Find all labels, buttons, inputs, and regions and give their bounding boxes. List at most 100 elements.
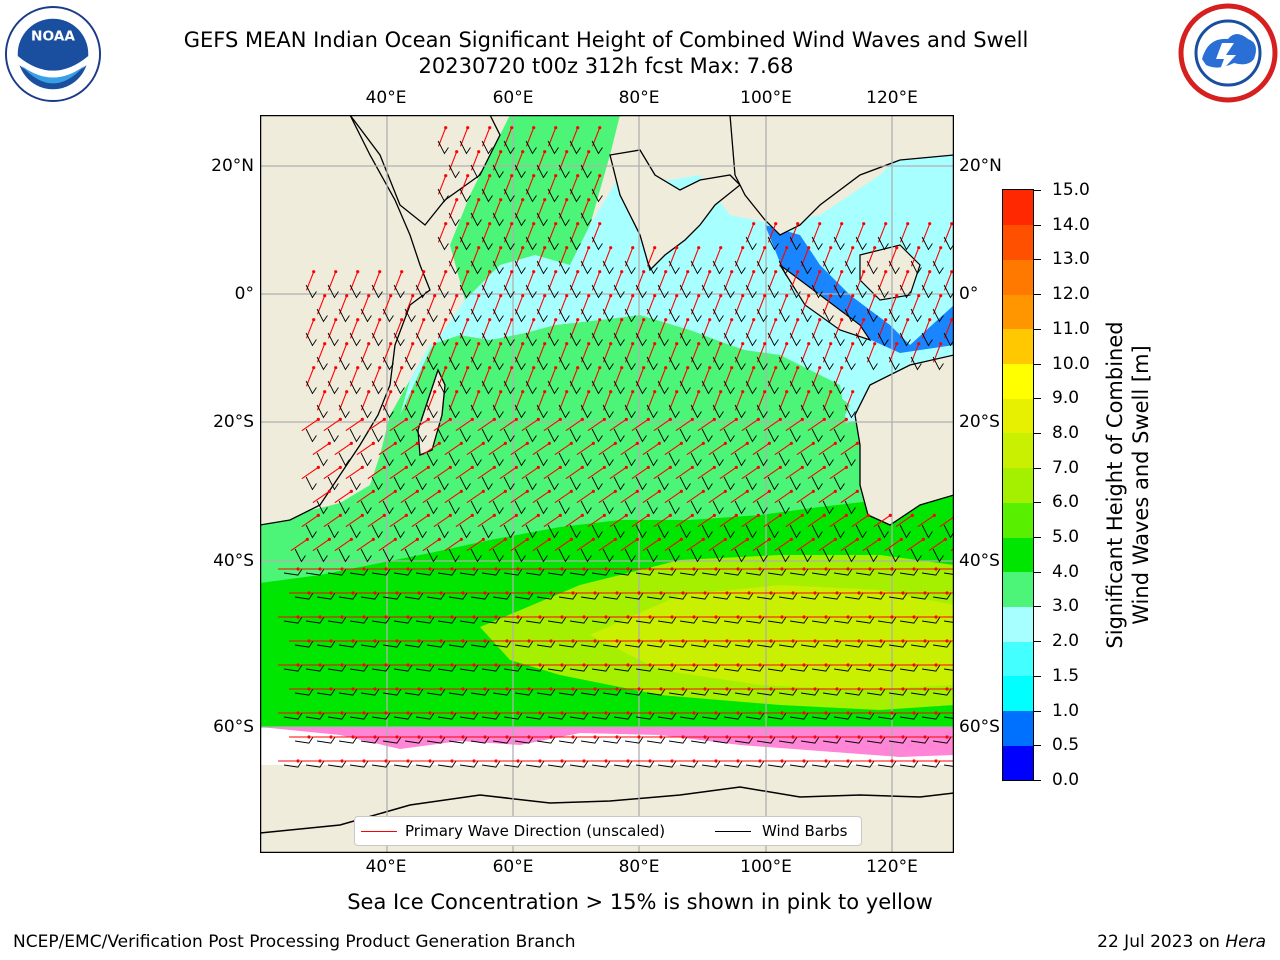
wave-direction-arrow [477,514,495,528]
wind-barb [823,640,842,648]
wind-barb [284,616,303,624]
wind-barb [448,212,460,227]
wave-direction-arrow [598,442,616,456]
wave-arrow-head [811,489,815,493]
wind-barb [460,712,479,720]
wind-barb [316,356,328,371]
wind-barb [856,568,875,576]
wave-arrow-head [536,417,540,421]
wind-barb [471,688,490,696]
wave-arrow-head [549,639,553,643]
wind-barb [900,712,919,720]
wind-barb [415,284,427,299]
wave-direction-arrow [532,490,550,504]
wave-arrow-head [714,567,718,571]
wind-barb [284,664,303,672]
wave-arrow-head [367,342,371,346]
wind-barb [679,380,691,395]
wave-arrow-head [752,366,756,370]
wave-direction-arrow [807,514,825,528]
wave-arrow-head [296,663,300,667]
colorbar-segment [1003,363,1033,399]
wave-arrow-head [349,489,353,493]
wave-arrow-head [384,711,388,715]
wave-arrow-head [382,513,386,517]
wave-arrow-head [675,342,679,346]
wave-arrow-head [928,318,932,322]
wave-arrow-head [774,222,778,226]
wind-barb [426,452,438,467]
wind-barb [625,736,644,744]
wave-direction-arrow [686,490,704,504]
wave-arrow-head [477,294,481,298]
wind-barb [899,524,911,539]
wind-barb [393,284,405,299]
wind-barb [404,308,416,323]
wave-arrow-head [723,489,727,493]
wind-barb [437,332,449,347]
wave-arrow-head [536,465,540,469]
wave-direction-arrow [697,466,715,480]
wave-arrow-head [593,639,597,643]
wave-arrow-head [681,687,685,691]
wind-barb [746,664,765,672]
wind-barb [503,284,515,299]
wind-barb [877,284,889,299]
wind-barb [624,308,636,323]
wave-arrow-head [620,318,624,322]
wave-direction-arrow [466,490,484,504]
wind-barb [437,284,449,299]
wave-arrow-head [670,615,674,619]
wave-arrow-head [840,366,844,370]
wind-barb [790,616,809,624]
wave-arrow-head [415,441,419,445]
wind-barb [790,760,809,768]
wind-barb [845,688,864,696]
wind-barb [679,332,691,347]
wind-barb [899,332,911,347]
wind-barb [481,476,493,491]
lon-tick-bottom-100e: 100°E [740,857,792,877]
wave-direction-arrow [664,538,682,552]
wave-arrow-head [824,663,828,667]
wind-barb [503,380,515,395]
wind-barb [932,356,944,371]
wind-barb [767,428,779,443]
wind-barb [580,548,592,563]
colorbar-tick [1034,710,1041,712]
wind-barb [723,476,735,491]
wind-barb [800,452,812,467]
colorbar-tick [1034,363,1041,365]
wave-arrow-head [521,390,525,394]
colorbar-tick [1034,571,1041,573]
wind-barb [701,524,713,539]
wind-barb [371,380,383,395]
wave-direction-arrow [796,538,814,552]
wind-barb [580,308,592,323]
wind-barb [625,688,644,696]
wave-arrow-head [609,342,613,346]
wind-barb [613,332,625,347]
wave-arrow-head [690,513,694,517]
wind-barb [789,476,801,491]
wave-arrow-head [789,489,793,493]
wind-barb [680,616,699,624]
wave-arrow-head [576,174,580,178]
wind-barb [284,568,303,576]
wave-direction-arrow [411,466,429,480]
wind-barb [878,664,897,672]
wave-direction-arrow [730,442,748,456]
wave-direction-arrow [510,490,528,504]
wave-direction-arrow [675,418,693,432]
wind-barb [372,664,391,672]
wind-barb [867,640,886,648]
wave-direction-arrow [752,538,770,552]
wave-direction-arrow [521,466,539,480]
wave-arrow-head [615,639,619,643]
wave-arrow-head [895,294,899,298]
wind-barb [482,616,501,624]
wave-arrow-head [648,615,652,619]
wind-barb [338,500,350,515]
wave-arrow-head [406,567,410,571]
wave-arrow-head [813,735,817,739]
